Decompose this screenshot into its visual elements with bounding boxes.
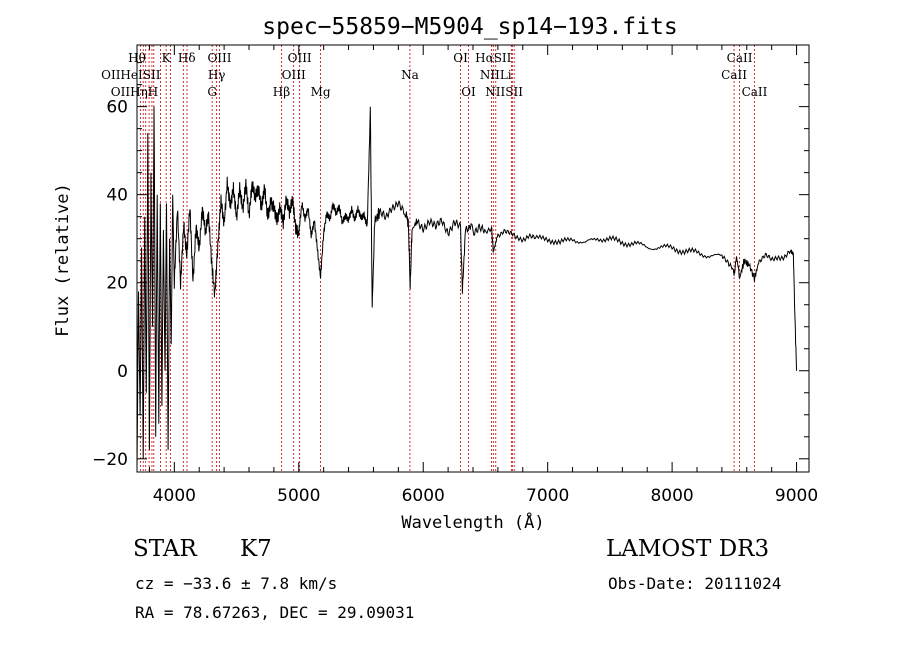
object-subclass: K7 <box>240 536 272 562</box>
survey-name: LAMOST DR3 <box>606 536 770 562</box>
line-label: OIII <box>207 51 231 65</box>
y-axis: −20 0 20 40 60 <box>92 62 809 470</box>
y-tick-label: 40 <box>106 186 128 206</box>
line-label: K <box>162 51 172 65</box>
line-label: G <box>207 85 217 99</box>
x-tick-label: 7000 <box>526 486 569 506</box>
line-label: Na <box>401 68 419 82</box>
y-axis-label: Flux (relative) <box>53 183 73 337</box>
line-label: OIIHηH <box>111 85 158 99</box>
line-label: OI <box>461 85 476 99</box>
line-label: HαSII <box>475 51 512 65</box>
line-label: Mg <box>311 85 331 99</box>
flux-series-line <box>136 106 798 468</box>
x-tick-label: 4000 <box>153 486 196 506</box>
coordinates: RA = 78.67263, DEC = 29.09031 <box>135 603 415 622</box>
line-label: CaII <box>721 68 747 82</box>
plot-frame <box>136 44 810 473</box>
line-label: Hγ <box>208 68 226 82</box>
x-tick-label: 5000 <box>277 486 320 506</box>
line-label: CaII <box>742 85 768 99</box>
y-tick-label: 0 <box>117 362 128 382</box>
x-tick-label: 9000 <box>775 486 818 506</box>
line-label: CaII <box>727 51 753 65</box>
line-label: OIII <box>288 51 312 65</box>
observation-date: Obs-Date: 20111024 <box>608 574 782 593</box>
y-tick-label: −20 <box>92 450 128 470</box>
x-axis: 4000 5000 6000 7000 8000 9000 <box>148 45 818 506</box>
x-tick-label: 8000 <box>650 486 693 506</box>
y-tick-label: 60 <box>106 98 128 118</box>
y-tick-label: 20 <box>106 274 128 294</box>
redshift-velocity: cz = −33.6 ± 7.8 km/s <box>135 574 338 593</box>
reference-lines <box>139 45 755 472</box>
x-axis-label: Wavelength (Å) <box>401 511 544 533</box>
line-label: NIISII <box>485 85 523 99</box>
line-label: OI <box>453 51 468 65</box>
object-class: STAR <box>133 536 197 562</box>
line-label: Hδ <box>178 51 196 65</box>
line-label: OIIHeISII <box>101 68 161 82</box>
line-label: OIII <box>282 68 306 82</box>
line-label: Hβ <box>273 85 290 99</box>
x-tick-label: 6000 <box>402 486 445 506</box>
chart-title: spec−55859−M5904_sp14−193.fits <box>262 14 677 40</box>
line-label: NIILi <box>480 68 512 82</box>
